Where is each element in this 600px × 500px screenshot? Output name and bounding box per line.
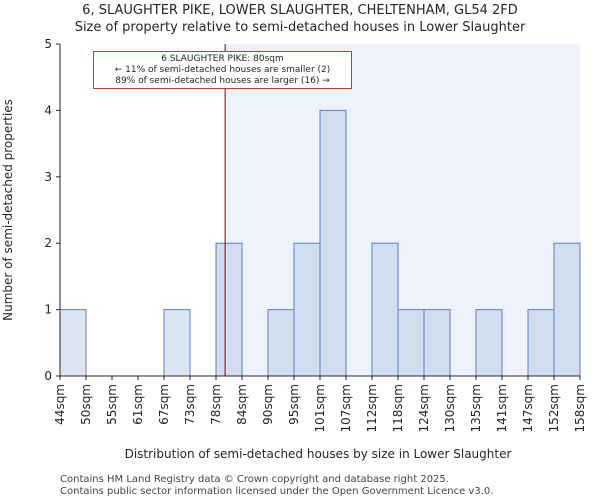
histogram-bar (163, 309, 191, 377)
y-tick-label: 1 (44, 303, 52, 317)
x-tick-label: 101sqm (313, 384, 327, 432)
histogram-bar (267, 309, 295, 377)
annotation-smaller: ← 11% of semi-detached houses are smalle… (114, 65, 331, 75)
histogram-bar (527, 309, 555, 377)
histogram-bar (371, 242, 399, 377)
histogram-bar (293, 242, 321, 377)
chart-title: 6, SLAUGHTER PIKE, LOWER SLAUGHTER, CHEL… (82, 3, 518, 18)
x-tick-label: 118sqm (391, 384, 405, 432)
footer-copyright: Contains HM Land Registry data © Crown c… (60, 474, 449, 485)
x-tick-label: 78sqm (209, 384, 223, 425)
histogram-bar (553, 242, 581, 377)
x-tick-label: 44sqm (53, 384, 67, 425)
x-tick-label: 135sqm (469, 384, 483, 432)
annotation-title: 6 SLAUGHTER PIKE: 80sqm (161, 54, 284, 64)
x-tick-label: 130sqm (443, 384, 457, 432)
x-tick-label: 90sqm (261, 384, 275, 425)
histogram-bar (475, 309, 503, 377)
y-axis-label: Number of semi-detached properties (1, 99, 15, 321)
y-tick-label: 5 (44, 37, 52, 51)
x-tick-label: 124sqm (417, 384, 431, 432)
y-tick-label: 3 (44, 170, 52, 184)
histogram-bar (319, 109, 347, 377)
x-tick-label: 107sqm (339, 384, 353, 432)
x-tick-label: 112sqm (365, 384, 379, 432)
x-tick-label: 67sqm (157, 384, 171, 425)
footer-licence: Contains public sector information licen… (60, 486, 494, 497)
x-tick-label: 147sqm (521, 384, 535, 432)
x-tick-label: 95sqm (287, 384, 301, 425)
histogram-bar (423, 309, 451, 377)
x-tick-label: 50sqm (79, 384, 93, 425)
chart-subtitle: Size of property relative to semi-detach… (74, 20, 526, 35)
x-axis-label: Distribution of semi-detached houses by … (125, 447, 512, 461)
annotation-larger: 89% of semi-detached houses are larger (… (115, 76, 330, 86)
x-tick-label: 61sqm (131, 384, 145, 425)
x-tick-label: 73sqm (183, 384, 197, 425)
y-tick-label: 0 (44, 369, 52, 383)
y-tick-label: 4 (44, 103, 52, 117)
y-tick-label: 2 (44, 236, 52, 250)
histogram-bar (215, 242, 243, 377)
x-tick-label: 141sqm (495, 384, 509, 432)
property-annotation-box: 6 SLAUGHTER PIKE: 80sqm ← 11% of semi-de… (93, 51, 352, 89)
histogram-bar (59, 309, 87, 377)
x-tick-label: 152sqm (547, 384, 561, 432)
histogram-bar (397, 309, 425, 377)
x-tick-label: 158sqm (573, 384, 587, 432)
x-tick-label: 55sqm (105, 384, 119, 425)
histogram-chart: 0 1 2 3 4 5 44sqm 50sqm 55sqm 61sqm 67sqm 73sqm 78sq… (1, 37, 587, 461)
x-tick-label: 84sqm (235, 384, 249, 425)
